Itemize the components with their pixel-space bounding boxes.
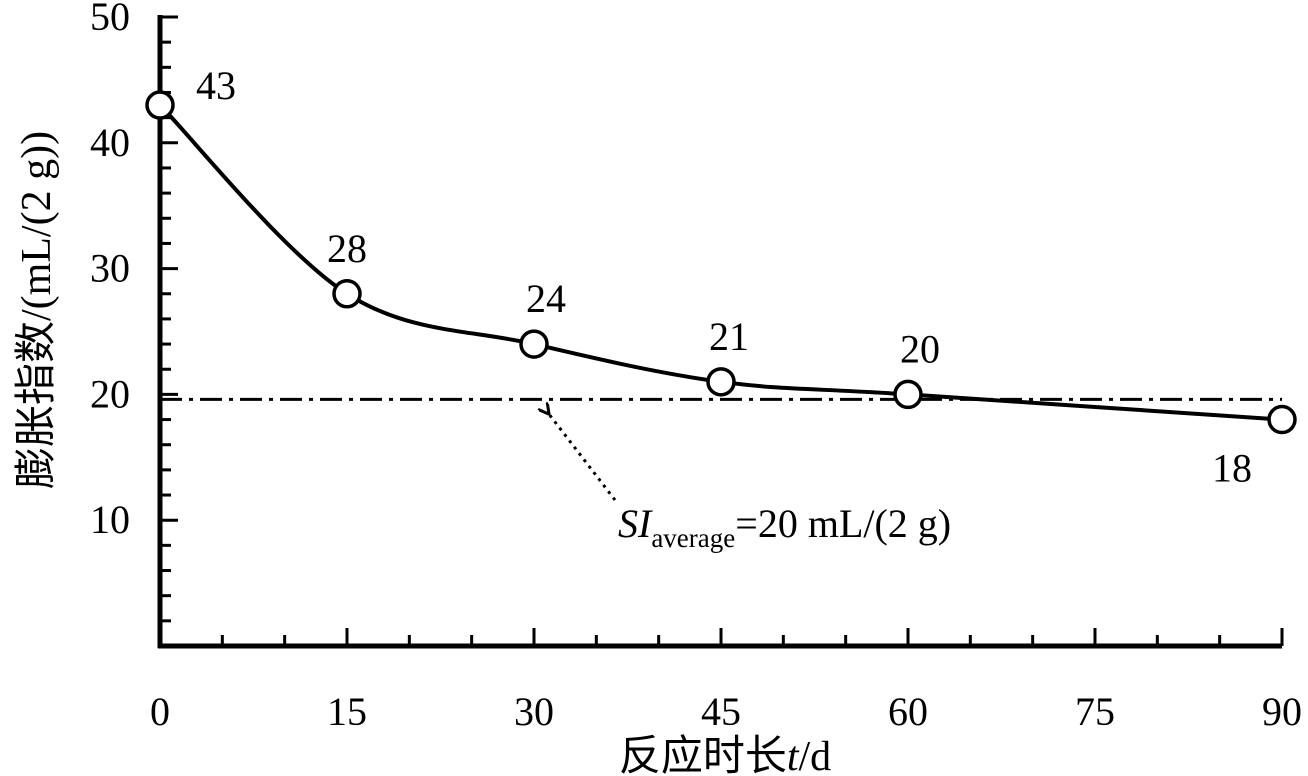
annotation-si: SI bbox=[618, 501, 653, 546]
data-point bbox=[145, 90, 175, 120]
data-label: 21 bbox=[709, 314, 749, 359]
x-axis-title-variable: t bbox=[787, 734, 800, 776]
data-point bbox=[706, 367, 736, 397]
data-label: 43 bbox=[196, 63, 236, 108]
series-line bbox=[158, 103, 1283, 422]
annotation-arrow bbox=[548, 413, 617, 501]
data-markers bbox=[145, 90, 1297, 435]
x-tick-label: 15 bbox=[327, 689, 367, 734]
data-point bbox=[1267, 404, 1297, 435]
average-annotation: SIaverage=20 mL/(2 g) bbox=[618, 501, 951, 553]
y-axis-title: 膨胀指数/(mL/(2 g)) bbox=[14, 131, 60, 489]
data-point bbox=[893, 379, 923, 410]
x-axis-title-text: 反应时长 bbox=[619, 733, 787, 776]
data-label: 20 bbox=[900, 326, 940, 371]
data-label: 24 bbox=[526, 276, 566, 321]
x-tick-label: 30 bbox=[514, 689, 554, 734]
x-tick-label: 45 bbox=[701, 689, 741, 734]
data-point bbox=[519, 329, 549, 359]
x-tick-label: 75 bbox=[1075, 689, 1115, 734]
x-tick-label: 60 bbox=[888, 689, 928, 734]
data-point bbox=[332, 279, 362, 309]
y-tick-label: 50 bbox=[90, 0, 130, 39]
tick-labels: 10 20 30 40 50 0 15 30 45 60 75 90 bbox=[90, 0, 1302, 734]
y-tick-label: 10 bbox=[90, 497, 130, 542]
data-labels: 43 28 24 21 20 18 bbox=[196, 63, 1252, 491]
annotation-subscript: average bbox=[651, 523, 735, 553]
x-tick-label: 90 bbox=[1262, 689, 1302, 734]
data-label: 28 bbox=[327, 226, 367, 271]
data-label: 18 bbox=[1212, 446, 1252, 491]
x-tick-label: 0 bbox=[150, 689, 170, 734]
y-tick-label: 30 bbox=[90, 246, 130, 291]
x-axis-title-unit: /d bbox=[799, 734, 832, 776]
y-tick-label: 40 bbox=[90, 120, 130, 165]
annotation-value: =20 mL/(2 g) bbox=[735, 501, 951, 546]
x-axis-title: 反应时长t/d bbox=[619, 733, 831, 776]
y-tick-label: 20 bbox=[90, 371, 130, 416]
